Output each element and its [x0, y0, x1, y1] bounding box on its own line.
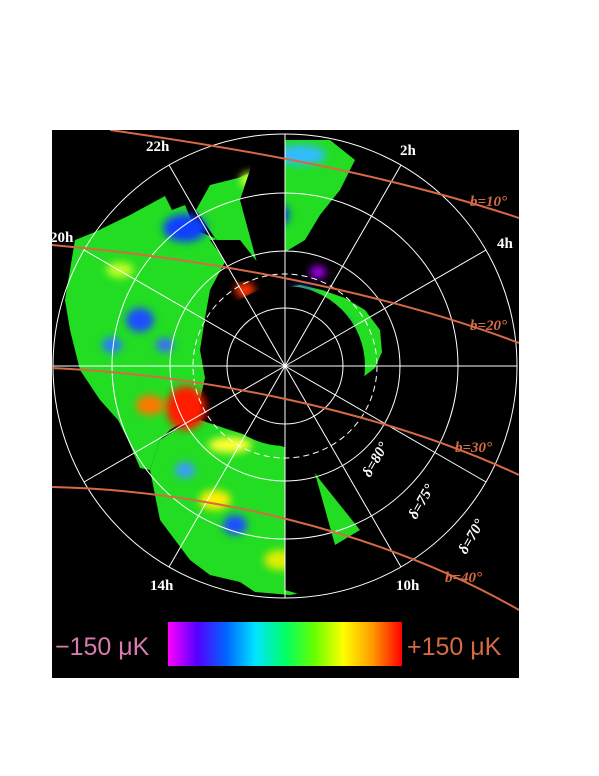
- galactic-line-b40: [52, 486, 519, 611]
- cold-spot: [175, 462, 195, 478]
- galactic-label-b10: b=10°: [470, 194, 507, 210]
- color-scale-bar: [168, 622, 402, 666]
- inner-dashed-circle: [192, 273, 378, 459]
- ra-line: [284, 249, 487, 367]
- mask-gap: [285, 366, 335, 600]
- ra-line: [83, 365, 286, 483]
- temperature-map: [65, 140, 382, 600]
- ra-label-10h: 10h: [396, 578, 420, 594]
- ra-line: [168, 164, 286, 367]
- ra-line: [83, 249, 286, 367]
- ra-labels: 22h 2h 20h 4h 14h 10h: [50, 139, 514, 594]
- warm-spot: [106, 262, 134, 278]
- ra-label-4h: 4h: [497, 236, 514, 252]
- galactic-label-b30: b=30°: [455, 440, 492, 456]
- cold-spot: [156, 338, 174, 352]
- galactic-line-b10: [109, 130, 519, 219]
- galactic-line-b30: [52, 367, 519, 476]
- warm-spot: [208, 437, 252, 453]
- ra-line: [168, 365, 286, 568]
- ra-label-14h: 14h: [150, 578, 174, 594]
- galactic-label-b40: b=40°: [445, 570, 482, 586]
- cold-spot: [126, 308, 154, 332]
- galactic-label-b20: b=20°: [470, 318, 507, 334]
- galactic-latitude-lines: [52, 130, 519, 611]
- ra-label-20h: 20h: [50, 230, 74, 246]
- galactic-line-b20: [52, 244, 519, 344]
- ra-line: [284, 365, 402, 568]
- cold-spot: [310, 266, 326, 278]
- warm-spot: [136, 395, 164, 415]
- coordinate-grid: [52, 133, 518, 599]
- warm-spot: [166, 386, 206, 430]
- cold-spot: [102, 337, 122, 353]
- ra-label-22h: 22h: [146, 139, 170, 155]
- cold-spot: [163, 214, 207, 242]
- color-scale: −150 μK +150 μK: [55, 622, 502, 666]
- galactic-labels: b=10° b=20° b=30° b=40°: [445, 194, 507, 586]
- scale-max-label: +150 μK: [407, 633, 502, 661]
- scale-min-label: −150 μK: [55, 633, 150, 661]
- ra-label-2h: 2h: [400, 143, 417, 159]
- ra-line: [284, 164, 402, 367]
